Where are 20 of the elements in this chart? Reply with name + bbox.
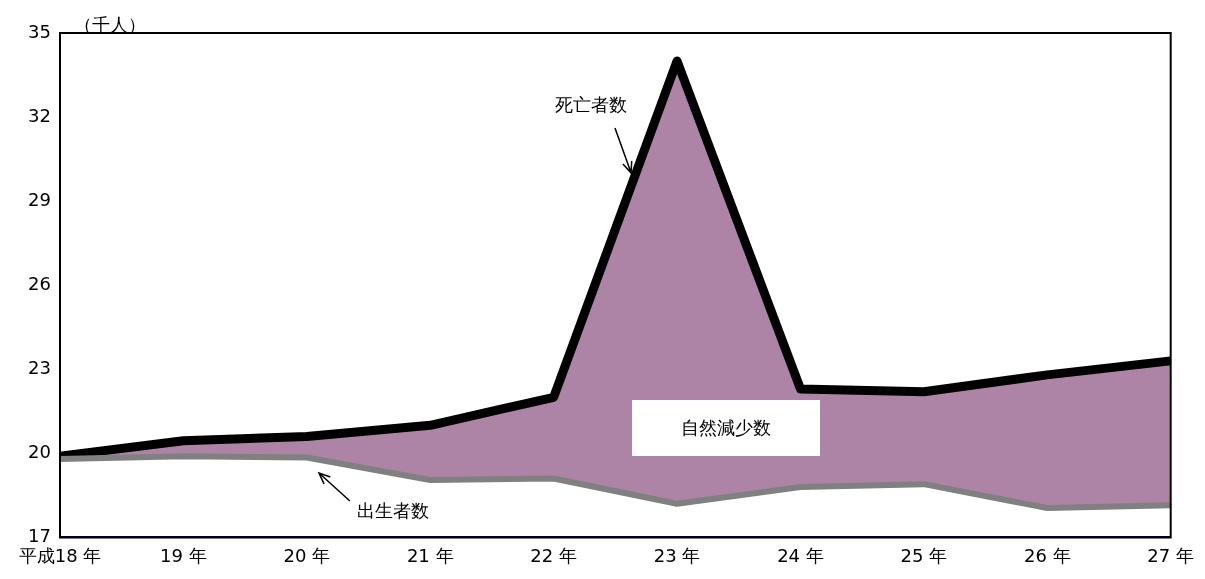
y-tick-label: 17 bbox=[28, 525, 51, 547]
x-tick-label: 22 年 bbox=[530, 544, 577, 566]
y-tick-label: 32 bbox=[28, 104, 51, 126]
x-tick-label: 23 年 bbox=[653, 544, 701, 566]
x-tick-label: 25 年 bbox=[900, 544, 948, 566]
y-tick-label: 20 bbox=[28, 441, 51, 463]
y-tick-label: 23 bbox=[28, 356, 51, 378]
x-tick-label: 27 年 bbox=[1147, 544, 1195, 566]
y-tick-label: 29 bbox=[28, 188, 51, 210]
x-tick-label: 19 年 bbox=[160, 544, 207, 566]
y-tick-label: 35 bbox=[28, 20, 51, 42]
series-label: 死亡者数 bbox=[554, 93, 627, 115]
x-tick-label: 24 年 bbox=[777, 544, 824, 566]
series-label: 出生者数 bbox=[357, 499, 430, 521]
text-box: 自然減少数 bbox=[632, 400, 821, 457]
x-tick-label: 平成18 年 bbox=[18, 544, 102, 566]
x-tick-label: 26 年 bbox=[1023, 544, 1071, 566]
x-tick-label: 21 年 bbox=[406, 544, 454, 566]
y-tick-label: 26 bbox=[28, 272, 51, 294]
x-tick-label: 20 年 bbox=[283, 544, 331, 566]
